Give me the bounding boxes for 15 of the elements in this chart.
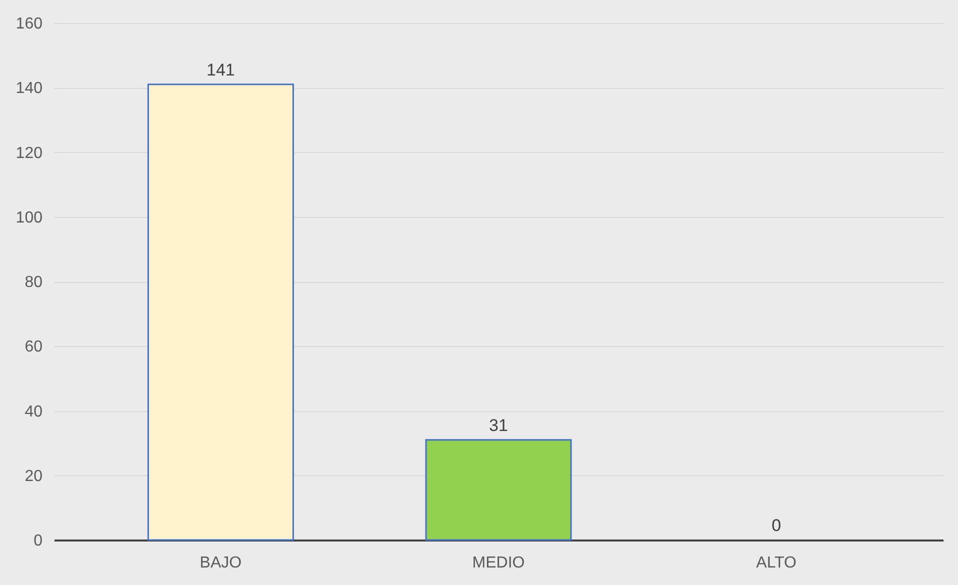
y-tick-label: 60: [24, 338, 43, 356]
x-tick-label: MEDIO: [472, 554, 525, 572]
y-tick-label: 140: [16, 80, 43, 98]
y-tick-label: 0: [34, 532, 43, 550]
data-label: 141: [206, 60, 235, 80]
y-tick-label: 80: [24, 274, 43, 291]
y-tick-label: 40: [24, 403, 43, 420]
y-tick-label: 120: [16, 144, 43, 162]
y-tick-label: 160: [16, 16, 43, 32]
x-tick-label: ALTO: [756, 554, 796, 572]
y-tick-label: 20: [24, 468, 43, 485]
data-label: 31: [489, 416, 508, 435]
y-tick-label: 100: [16, 209, 43, 226]
data-label: 0: [772, 516, 782, 535]
x-tick-label: BAJO: [200, 554, 242, 572]
